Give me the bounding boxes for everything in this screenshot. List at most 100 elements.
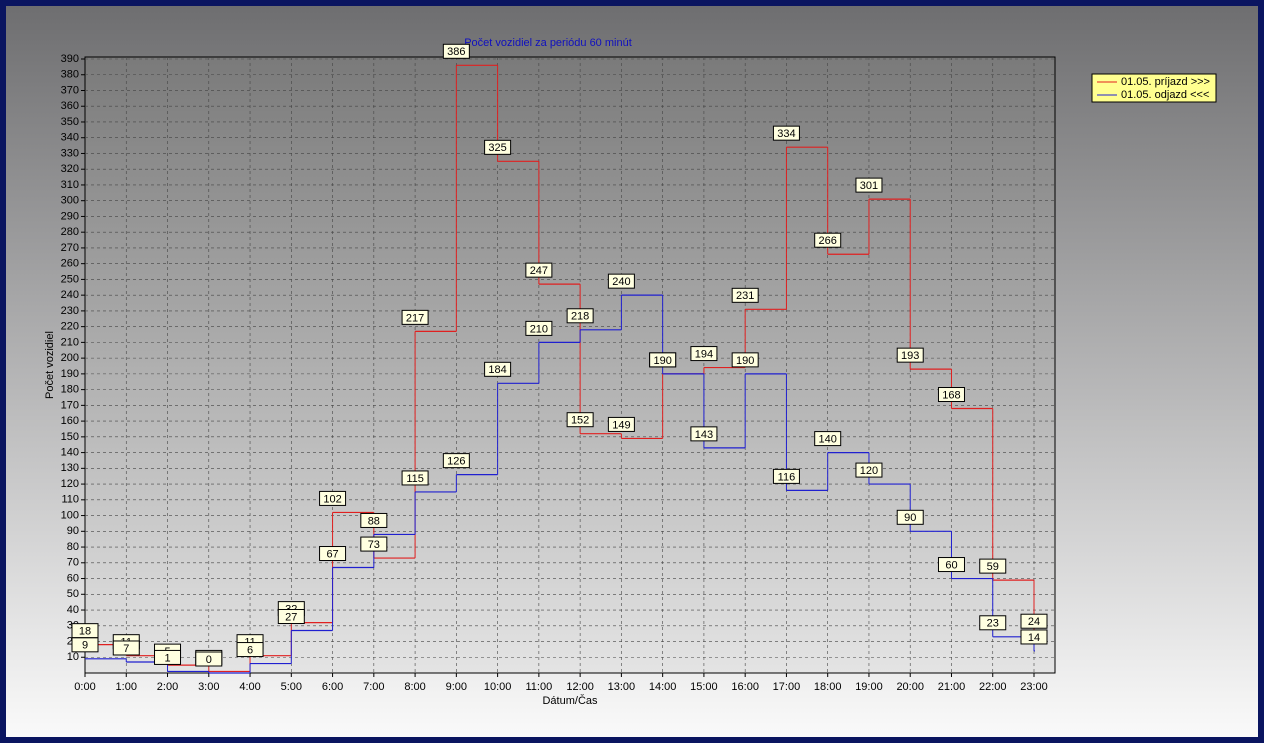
x-tick-label: 6:00 [322,681,343,693]
y-tick-label: 90 [67,525,79,537]
value-label: 60 [945,559,957,571]
value-label: 247 [530,265,548,277]
value-label: 231 [736,290,754,302]
value-label-box [649,352,677,368]
y-tick-label: 100 [61,509,79,521]
x-tick-label: 1:00 [116,681,137,693]
y-tick-label: 220 [61,321,79,333]
x-tick-label: 3:00 [198,681,219,693]
value-label: 193 [901,350,919,362]
value-label-box [442,453,470,469]
value-label: 67 [326,548,338,560]
y-tick-label: 390 [61,53,79,65]
x-tick-label: 5:00 [281,681,302,693]
value-label-box [319,546,347,562]
y-tick-label: 40 [67,604,79,616]
value-label: 266 [819,235,837,247]
value-label: 126 [447,456,465,468]
x-tick-label: 10:00 [484,681,512,693]
value-label-box [979,615,1007,631]
value-label: 14 [1028,632,1040,644]
value-label: 149 [612,419,630,431]
value-label-box [401,309,429,325]
value-label-box [814,232,842,248]
value-label: 1 [164,652,170,664]
value-label-box [566,308,594,324]
x-tick-label: 8:00 [404,681,425,693]
y-tick-label: 250 [61,273,79,285]
value-label-box [772,125,800,141]
y-tick-label: 210 [61,336,79,348]
y-tick-label: 290 [61,210,79,222]
value-label-box [154,649,182,665]
value-label-box [607,273,635,289]
value-label: 218 [571,311,589,323]
value-label-box [525,320,553,336]
x-tick-label: 9:00 [446,681,467,693]
x-tick-label: 14:00 [649,681,677,693]
value-label-box [71,637,99,653]
value-label: 116 [778,471,796,483]
value-label-box [1020,613,1048,629]
x-tick-label: 13:00 [608,681,636,693]
x-tick-label: 20:00 [896,681,924,693]
y-tick-label: 80 [67,541,79,553]
y-tick-label: 240 [61,289,79,301]
x-tick-label: 15:00 [690,681,718,693]
value-label-box [195,651,223,667]
value-label: 143 [695,429,713,441]
y-tick-label: 370 [61,84,79,96]
y-tick-label: 10 [67,651,79,663]
value-label-box [236,642,264,658]
y-tick-label: 120 [61,478,79,490]
value-label: 27 [285,611,297,623]
value-label-box [484,139,512,155]
value-label-box [277,608,305,624]
value-label: 6 [247,644,253,656]
x-tick-label: 2:00 [157,681,178,693]
value-label: 23 [987,618,999,630]
value-label: 240 [612,276,630,288]
x-tick-label: 17:00 [773,681,801,693]
value-label-box [690,426,718,442]
value-label: 190 [736,355,754,367]
y-tick-label: 260 [61,258,79,270]
value-label-box [319,490,347,506]
x-tick-label: 4:00 [239,681,260,693]
y-tick-label: 170 [61,399,79,411]
legend-label: 01.05. odjazd <<< [1121,89,1209,101]
y-tick-label: 230 [61,305,79,317]
y-tick-label: 270 [61,242,79,254]
y-tick-label: 300 [61,195,79,207]
value-label: 90 [904,512,916,524]
value-label: 73 [368,539,380,551]
value-label: 152 [571,415,589,427]
legend [1091,73,1217,103]
value-label: 168 [942,389,960,401]
value-label: 325 [488,142,506,154]
value-label: 18 [79,626,91,638]
value-label-box [442,43,470,59]
y-tick-label: 160 [61,415,79,427]
y-tick-label: 310 [61,179,79,191]
value-label: 24 [1028,616,1040,628]
y-tick-label: 180 [61,384,79,396]
value-label-box [814,431,842,447]
value-label-box [690,346,718,362]
value-label-box [484,361,512,377]
y-axis-label: Počet vozidiel [44,331,56,399]
value-label-box [566,412,594,428]
value-label-box [360,512,388,528]
plot-area [84,56,1056,674]
value-label: 210 [530,323,548,335]
y-tick-label: 360 [61,100,79,112]
x-tick-label: 16:00 [731,681,759,693]
y-tick-label: 50 [67,588,79,600]
value-label: 120 [860,465,878,477]
value-label: 0 [206,654,212,666]
value-label-box [772,468,800,484]
value-label: 184 [488,364,506,376]
y-tick-label: 130 [61,462,79,474]
value-label: 301 [860,180,878,192]
